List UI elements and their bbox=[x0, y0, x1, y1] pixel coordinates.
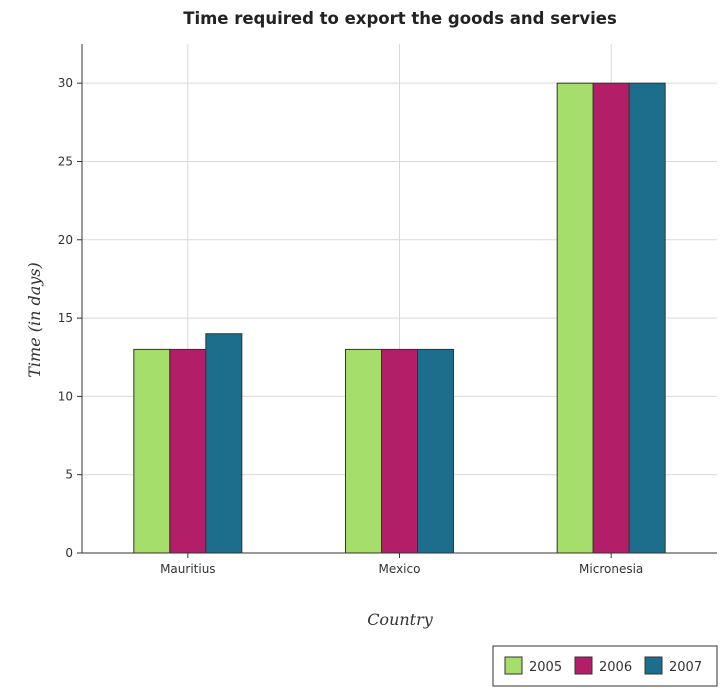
y-tick-label: 25 bbox=[58, 154, 73, 168]
bar-mauritius-2006 bbox=[169, 348, 207, 554]
bar-micronesia-2007 bbox=[628, 82, 666, 554]
y-tick-label: 30 bbox=[58, 76, 73, 90]
legend-label-2006: 2006 bbox=[599, 660, 632, 675]
x-tick-label: Mexico bbox=[379, 562, 421, 576]
bar-mauritius-2005 bbox=[133, 348, 171, 554]
legend-swatch-2007 bbox=[644, 656, 663, 675]
bar-mexico-2007 bbox=[417, 348, 454, 554]
legend: 2005 2006 2007 bbox=[492, 645, 718, 687]
legend-label-2005: 2005 bbox=[529, 660, 562, 675]
axes: 0 5 10 15 20 25 30 Mauritius Mexico Micronesia bbox=[58, 44, 717, 576]
x-axis-label: Country bbox=[367, 610, 434, 629]
x-tick-label: Micronesia bbox=[579, 562, 643, 576]
x-tick-label: Mauritius bbox=[160, 562, 215, 576]
legend-swatch-2005 bbox=[504, 656, 523, 675]
chart-title: Time required to export the goods and se… bbox=[183, 9, 617, 28]
legend-box bbox=[492, 645, 718, 687]
y-tick-label: 20 bbox=[58, 233, 73, 247]
legend-label-2007: 2007 bbox=[669, 660, 702, 675]
y-tick-label: 5 bbox=[65, 468, 73, 482]
bar-mauritius-2007 bbox=[205, 333, 243, 554]
bar-micronesia-2005 bbox=[556, 82, 594, 554]
y-tick-label: 10 bbox=[58, 389, 73, 403]
legend-swatch-2006 bbox=[574, 656, 593, 675]
y-tick-label: 0 bbox=[65, 546, 73, 560]
bar-micronesia-2006 bbox=[592, 82, 630, 554]
y-tick-label: 15 bbox=[58, 311, 73, 325]
bar-mexico-2005 bbox=[345, 348, 382, 554]
bar-mexico-2006 bbox=[381, 348, 418, 554]
y-axis-label: Time (in days) bbox=[25, 262, 44, 378]
